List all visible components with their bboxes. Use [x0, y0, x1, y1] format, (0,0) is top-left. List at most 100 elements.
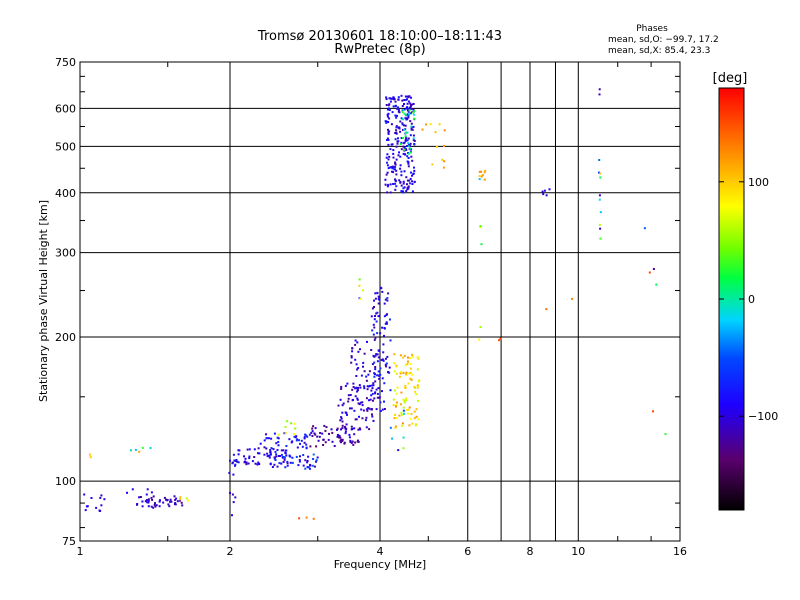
data-point	[372, 354, 375, 357]
data-point	[387, 167, 390, 170]
data-point	[90, 497, 93, 499]
data-point	[406, 188, 409, 191]
data-point	[406, 109, 409, 112]
data-point	[478, 170, 481, 173]
data-point	[322, 444, 325, 446]
data-point	[309, 467, 311, 470]
data-point	[373, 338, 376, 341]
data-point	[410, 96, 412, 99]
data-point	[415, 393, 418, 396]
data-point	[231, 461, 234, 464]
data-point	[410, 171, 412, 174]
data-point	[407, 408, 410, 411]
data-point	[373, 306, 375, 308]
data-point	[243, 455, 245, 458]
y-tick-label: 300	[55, 247, 76, 260]
data-point	[84, 509, 87, 512]
data-point	[319, 432, 322, 434]
data-point	[397, 137, 399, 140]
data-point	[134, 448, 137, 451]
data-point	[367, 385, 370, 388]
data-point	[402, 372, 405, 374]
data-point	[258, 463, 261, 465]
data-point	[340, 385, 343, 388]
data-point	[365, 397, 368, 400]
data-point	[368, 370, 371, 373]
data-point	[175, 497, 178, 500]
data-point	[408, 144, 411, 147]
data-point	[364, 419, 367, 422]
data-point	[277, 444, 280, 447]
data-point	[276, 436, 279, 439]
data-point	[272, 448, 275, 451]
data-point	[407, 100, 410, 103]
data-point	[336, 428, 338, 431]
data-point	[403, 412, 405, 415]
data-point	[286, 460, 289, 463]
data-point	[395, 372, 398, 375]
data-point	[409, 142, 412, 145]
data-point	[404, 138, 407, 141]
data-point	[341, 427, 344, 430]
data-point	[388, 109, 391, 111]
data-point	[394, 114, 397, 117]
data-point	[277, 433, 280, 436]
data-point	[131, 488, 134, 491]
data-point	[409, 377, 412, 380]
data-point	[393, 98, 395, 101]
data-point	[403, 108, 406, 111]
data-point	[312, 453, 315, 456]
data-point	[392, 404, 395, 407]
data-point	[269, 451, 272, 454]
data-point	[158, 505, 161, 508]
data-point	[357, 440, 360, 443]
data-point	[358, 427, 361, 430]
data-point	[409, 134, 412, 137]
data-point	[406, 131, 409, 134]
data-point	[375, 388, 378, 391]
data-point	[373, 361, 376, 364]
data-point	[341, 411, 344, 414]
data-point	[315, 445, 318, 448]
data-point	[374, 354, 377, 357]
data-point	[388, 117, 391, 120]
x-axis-label: Frequency [MHz]	[334, 558, 426, 571]
data-point	[400, 411, 403, 414]
data-point	[391, 111, 394, 114]
data-point	[389, 148, 392, 151]
data-point	[394, 188, 397, 191]
data-point	[409, 105, 412, 108]
data-point	[392, 171, 395, 174]
data-point	[403, 146, 406, 149]
data-point	[354, 441, 357, 444]
data-point	[400, 391, 403, 394]
data-point	[144, 500, 147, 503]
data-point	[311, 430, 314, 433]
data-point	[338, 435, 341, 437]
data-point	[372, 333, 375, 336]
data-point	[307, 466, 310, 469]
data-point	[284, 452, 287, 455]
data-point	[412, 108, 415, 111]
data-point	[357, 439, 359, 442]
data-point	[379, 410, 382, 412]
data-point	[168, 505, 171, 508]
data-point	[406, 183, 408, 186]
data-point	[386, 161, 388, 164]
data-point	[397, 106, 399, 109]
data-point	[146, 501, 149, 504]
data-point	[405, 137, 408, 140]
data-point	[237, 461, 240, 464]
data-point	[386, 191, 389, 194]
data-point	[397, 154, 400, 157]
data-point	[311, 427, 314, 430]
data-point	[266, 437, 269, 440]
data-point	[407, 161, 410, 164]
data-point	[403, 401, 406, 404]
data-point	[370, 349, 373, 351]
data-point	[357, 402, 360, 405]
data-point	[397, 109, 400, 111]
data-point	[149, 447, 152, 449]
data-point	[248, 457, 251, 460]
data-point	[483, 171, 486, 174]
